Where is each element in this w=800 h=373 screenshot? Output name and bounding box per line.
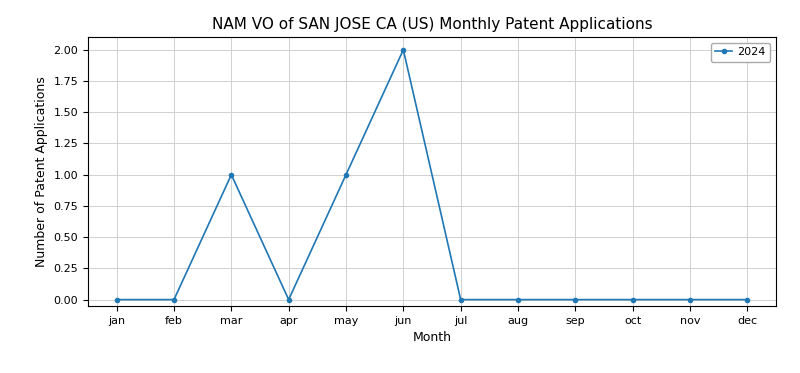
- 2024: [628, 297, 638, 302]
- 2024: [742, 297, 752, 302]
- 2024: [685, 297, 694, 302]
- Legend: 2024: 2024: [711, 43, 770, 62]
- 2024: [570, 297, 580, 302]
- 2024: [284, 297, 294, 302]
- 2024: [456, 297, 466, 302]
- 2024: [341, 172, 350, 177]
- 2024: [514, 297, 523, 302]
- Line: 2024: 2024: [114, 48, 750, 302]
- X-axis label: Month: Month: [413, 331, 451, 344]
- 2024: [226, 172, 236, 177]
- 2024: [170, 297, 179, 302]
- 2024: [112, 297, 122, 302]
- Title: NAM VO of SAN JOSE CA (US) Monthly Patent Applications: NAM VO of SAN JOSE CA (US) Monthly Paten…: [212, 17, 652, 32]
- Y-axis label: Number of Patent Applications: Number of Patent Applications: [35, 76, 48, 267]
- 2024: [398, 47, 408, 52]
